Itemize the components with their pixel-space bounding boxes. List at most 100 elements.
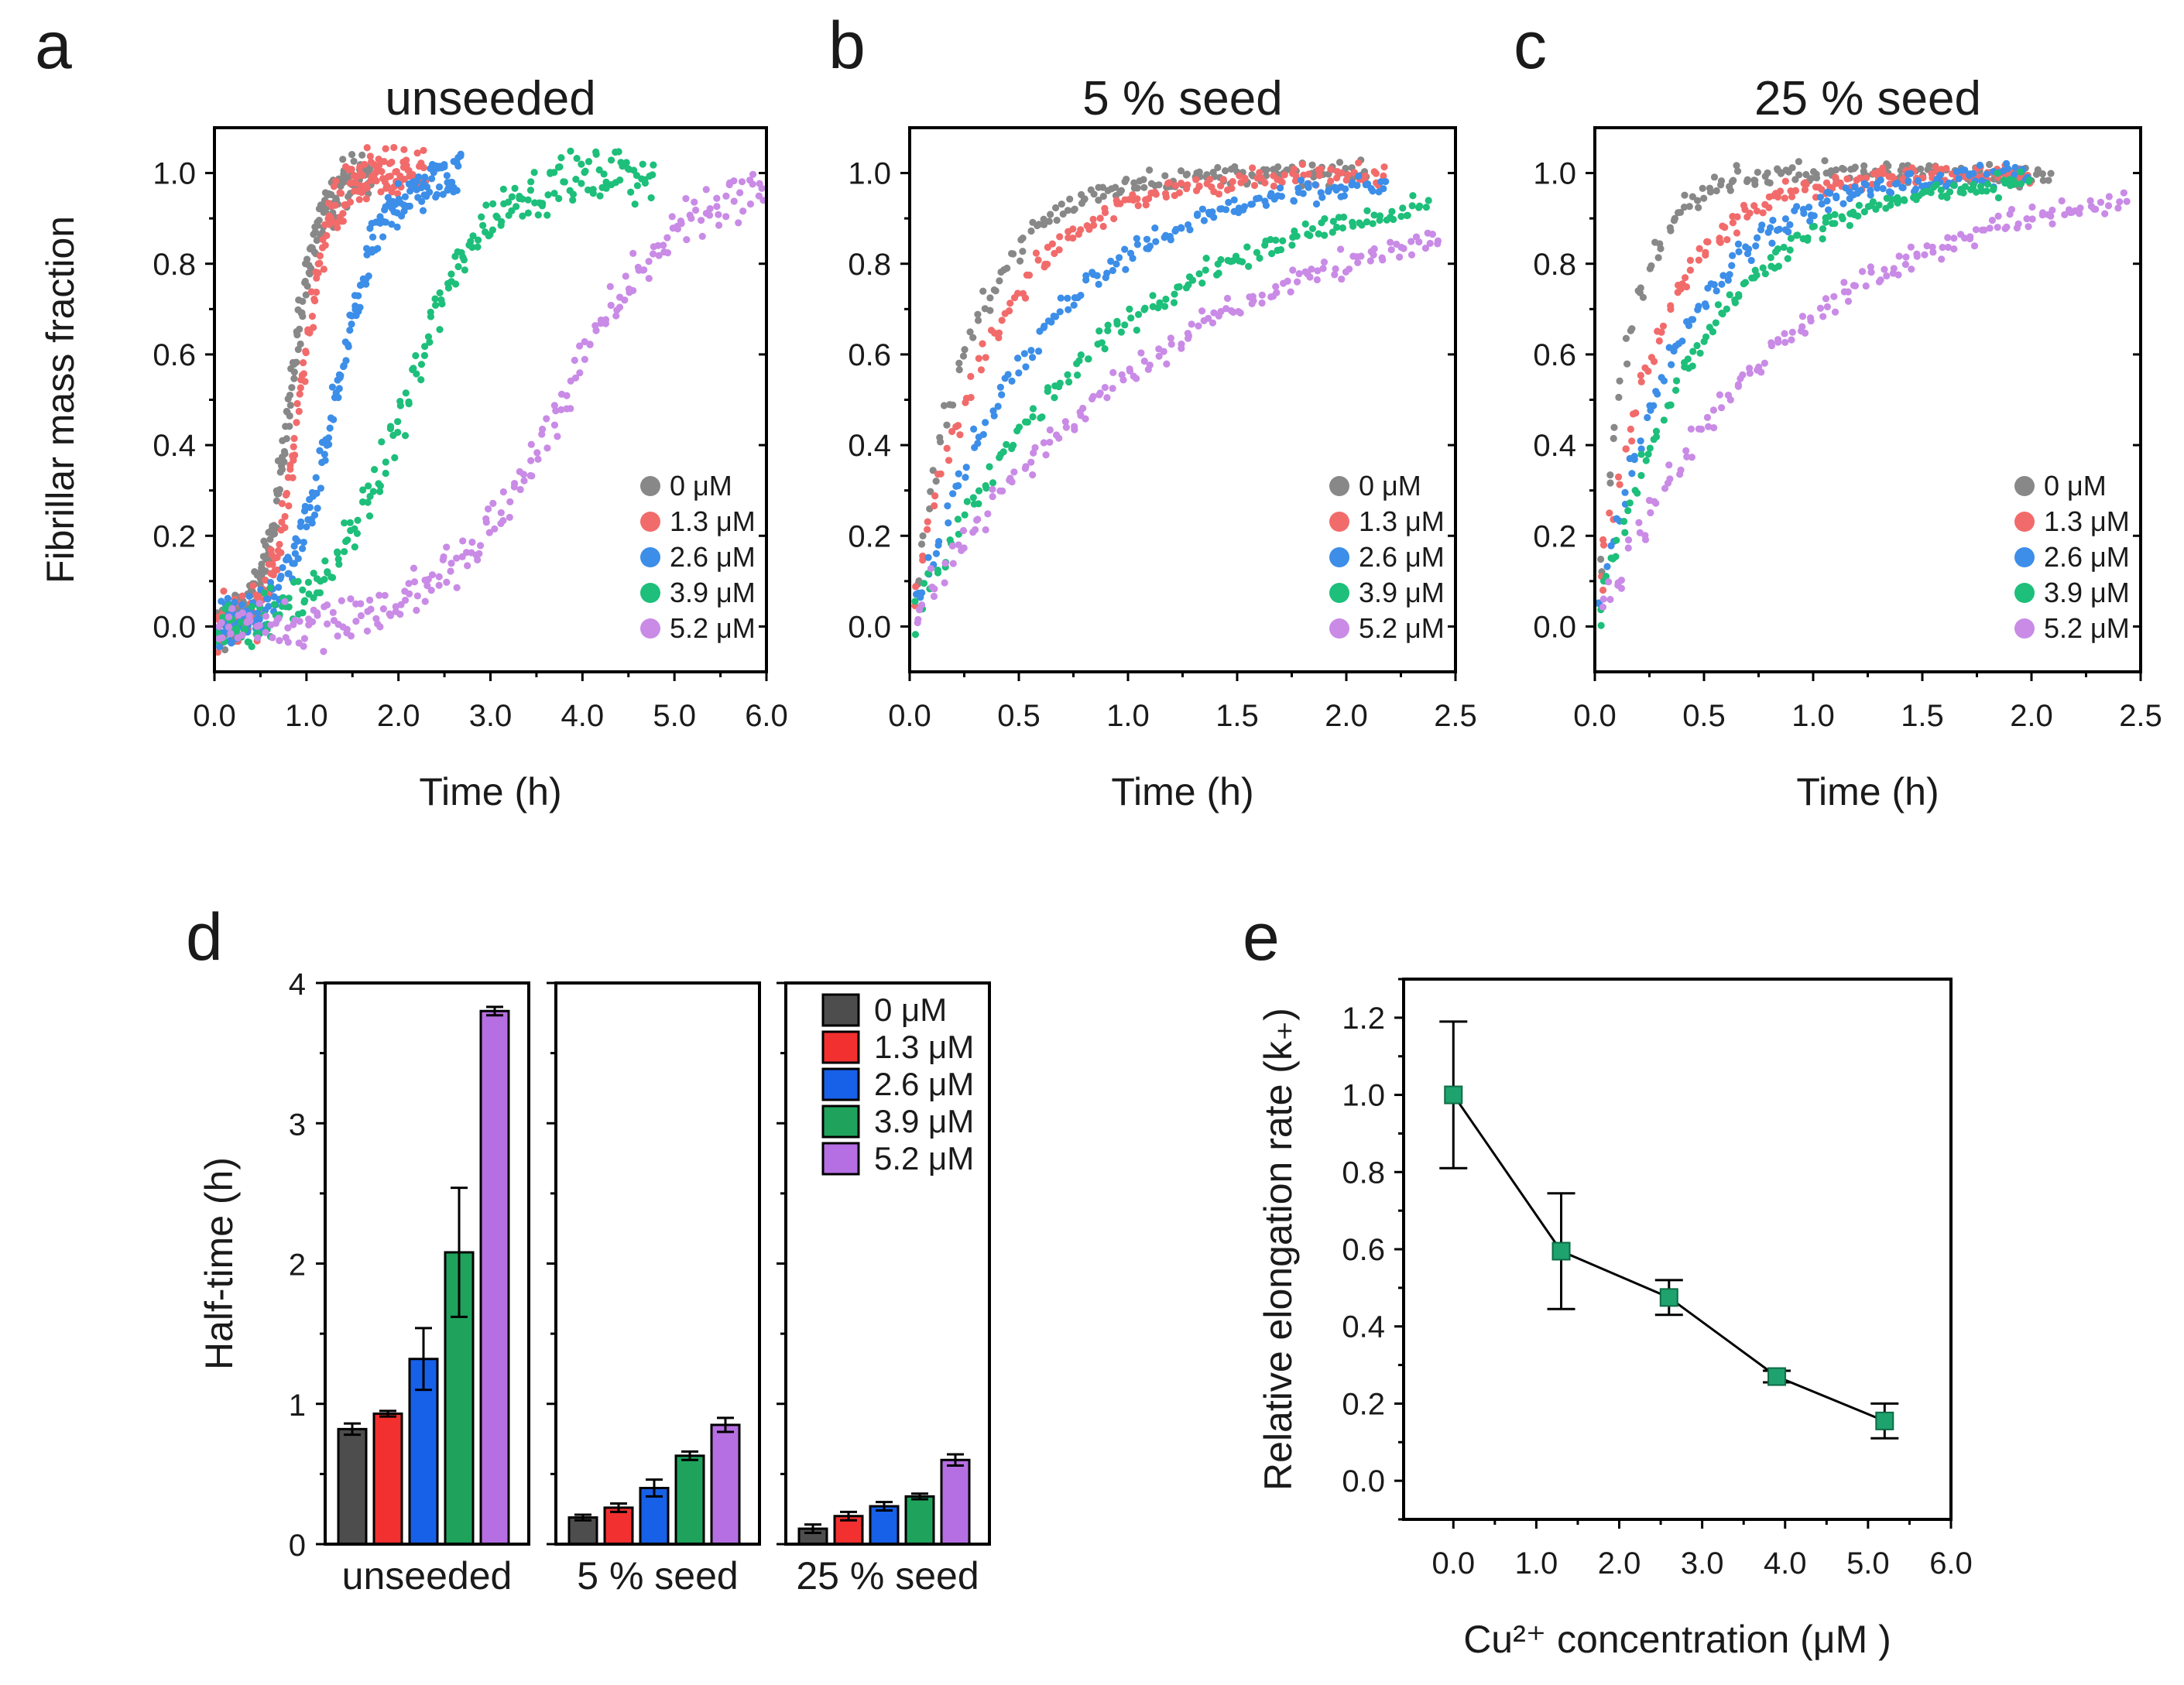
data-point [1274, 163, 1282, 171]
data-point [1917, 165, 1925, 173]
data-point [1133, 241, 1141, 248]
legend-label: 3.9 μM [874, 1103, 974, 1139]
data-point [1734, 382, 1743, 390]
panel-d-half-time-bars: unseeded 5 % seed 25 % seed 0 1 2 3 4 Half-time … [197, 968, 991, 1598]
data-point [264, 595, 272, 603]
data-point [1273, 289, 1281, 296]
data-point [1786, 246, 1794, 254]
data-point [1073, 372, 1082, 379]
data-point [1689, 362, 1696, 370]
data-point [1750, 202, 1758, 210]
data-point [1966, 235, 1974, 243]
data-point [367, 605, 375, 613]
data-point [982, 354, 989, 361]
data-point [1115, 254, 1123, 262]
data-point [1830, 293, 1838, 300]
data-point [1087, 186, 1095, 194]
bar [904, 1495, 935, 1546]
data-point [749, 180, 756, 188]
data-point [1613, 536, 1620, 544]
data-point [309, 324, 317, 331]
data-point [1229, 178, 1236, 186]
data-point [1258, 299, 1266, 307]
data-point [596, 192, 604, 200]
data-point [293, 358, 300, 366]
data-point [1416, 202, 1424, 210]
data-point [453, 554, 461, 562]
data-point [1754, 234, 1761, 241]
data-point [543, 415, 550, 423]
data-point [447, 567, 454, 575]
data-point [2105, 193, 2113, 200]
data-point [527, 457, 535, 464]
data-point [552, 407, 560, 415]
data-point [1747, 256, 1755, 265]
data-point [346, 519, 354, 526]
data-point [214, 648, 221, 656]
data-point [914, 615, 922, 624]
data-point [1862, 181, 1870, 189]
data-point [1764, 178, 1771, 187]
data-point [2049, 220, 2056, 228]
data-point [431, 301, 440, 309]
data-point [550, 169, 558, 176]
data-point [1089, 392, 1097, 400]
data-point [249, 582, 257, 590]
data-point [424, 333, 433, 341]
data-point [1225, 198, 1233, 207]
data-point [1898, 183, 1906, 191]
data-point [297, 384, 304, 392]
data-point [1003, 264, 1011, 272]
data-point [1270, 195, 1278, 203]
data-point [1046, 438, 1054, 447]
data-point [1101, 204, 1109, 212]
data-point [326, 424, 334, 432]
data-point [324, 434, 333, 442]
data-point [426, 338, 434, 346]
data-point [323, 601, 331, 609]
data-point [969, 529, 977, 536]
group-label: 5 % seed [577, 1554, 738, 1598]
data-point [1721, 224, 1729, 231]
y-tick-label: 0.6 [1342, 1233, 1385, 1267]
data-point [454, 162, 462, 170]
data-point [1652, 433, 1661, 440]
data-point [1236, 172, 1243, 180]
data-point [413, 149, 421, 157]
data-point [1053, 216, 1061, 224]
data-point [1129, 190, 1137, 199]
data-point [460, 256, 468, 264]
group-label: unseeded [342, 1554, 513, 1598]
data-point [2049, 206, 2056, 214]
data-point [1628, 470, 1636, 478]
data-point [941, 579, 948, 587]
bar [940, 1458, 971, 1546]
data-point [1705, 423, 1713, 430]
series-3 [1597, 168, 2033, 629]
data-point [1606, 509, 1613, 517]
data-point [2028, 215, 2036, 223]
y-tick-label: 0.6 [848, 338, 891, 372]
legend-label: 5.2 μM [1359, 612, 1445, 644]
data-point [1182, 284, 1191, 292]
data-point [557, 154, 565, 162]
data-point [273, 497, 281, 505]
series-3 [214, 147, 657, 651]
bar [372, 1412, 403, 1546]
legend-swatch [821, 1030, 860, 1064]
data-point [1642, 457, 1650, 464]
data-point [970, 425, 978, 433]
data-point [1822, 295, 1830, 303]
data-point [1056, 308, 1064, 316]
data-point [1253, 248, 1261, 256]
data-point [1849, 208, 1857, 216]
data-point [293, 331, 301, 339]
data-point [1209, 319, 1217, 327]
data-point [1795, 171, 1803, 179]
data-point [1743, 213, 1751, 221]
data-point [2003, 223, 2011, 231]
data-point [1121, 321, 1129, 329]
data-point [1634, 489, 1641, 497]
data-point [1113, 317, 1121, 325]
data-point [1370, 211, 1378, 219]
